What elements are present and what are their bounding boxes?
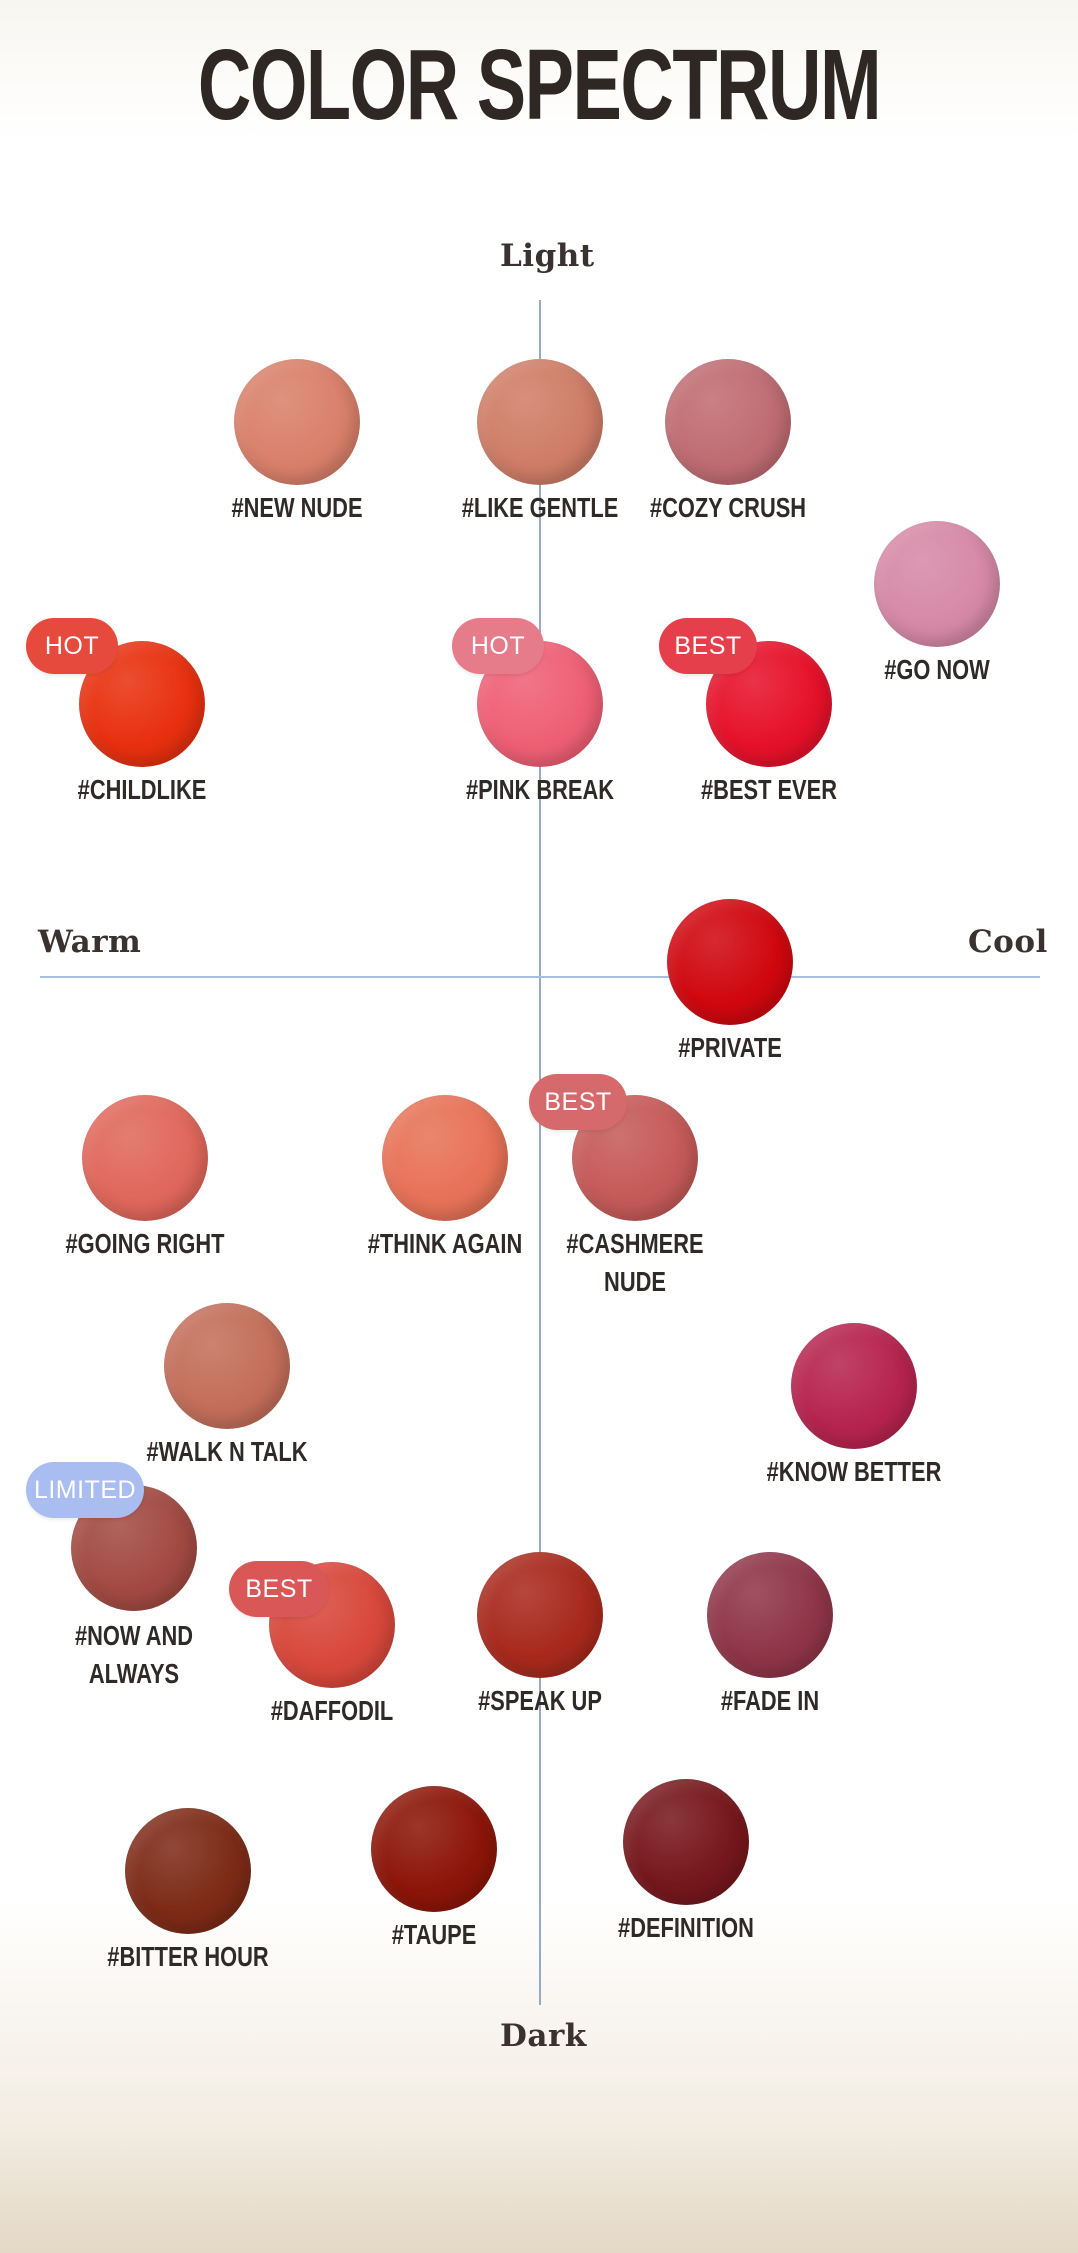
shade-swatch[interactable] xyxy=(667,899,793,1025)
shade-badge: HOT xyxy=(452,618,544,674)
shade-swatch[interactable] xyxy=(477,359,603,485)
horizontal-axis-line xyxy=(40,976,1040,978)
shade-swatch[interactable] xyxy=(371,1786,497,1912)
shade-badge: HOT xyxy=(26,618,118,674)
vertical-axis-line xyxy=(539,300,541,2005)
shade-swatch[interactable] xyxy=(477,1552,603,1678)
axis-label-cool: Cool xyxy=(968,924,1048,960)
axis-label-warm: Warm xyxy=(38,924,142,960)
shade-badge: BEST xyxy=(529,1074,627,1130)
shade-badge: BEST xyxy=(229,1561,329,1617)
shade-name: #TAUPE xyxy=(391,1919,477,1950)
shade-swatch[interactable] xyxy=(707,1552,833,1678)
shade-name: #BEST EVER xyxy=(701,774,837,805)
shade-name: #KNOW BETTER xyxy=(766,1456,942,1487)
shade-name: #FADE IN xyxy=(720,1685,820,1716)
axis-label-dark: Dark xyxy=(500,2018,587,2054)
axis-label-light: Light xyxy=(500,238,595,274)
shade-swatch[interactable] xyxy=(125,1808,251,1934)
shade-name: #LIKE GENTLE xyxy=(461,492,619,523)
shade-name: #THINK AGAIN xyxy=(367,1228,523,1259)
shade-name: #SPEAK UP xyxy=(478,1685,602,1716)
shade-name: #GOING RIGHT xyxy=(65,1228,225,1259)
shade-name: #NOW AND ALWAYS xyxy=(74,1620,194,1689)
shade-swatch[interactable] xyxy=(874,521,1000,647)
shade-name: #BITTER HOUR xyxy=(107,1941,269,1972)
shade-name: #CHILDLIKE xyxy=(77,774,207,805)
shade-swatch[interactable] xyxy=(382,1095,508,1221)
shade-swatch[interactable] xyxy=(572,1095,698,1221)
shade-swatch[interactable] xyxy=(164,1303,290,1429)
shade-name: #PRIVATE xyxy=(678,1032,782,1063)
shade-swatch[interactable] xyxy=(791,1323,917,1449)
page-title: COLOR SPECTRUM xyxy=(197,29,882,141)
shade-badge: LIMITED xyxy=(26,1462,144,1518)
shade-name: #CASHMERE NUDE xyxy=(566,1228,704,1297)
shade-swatch[interactable] xyxy=(82,1095,208,1221)
shade-name: #DAFFODIL xyxy=(270,1695,394,1726)
shade-name: #GO NOW xyxy=(884,654,990,685)
shade-name: #NEW NUDE xyxy=(231,492,363,523)
shade-badge: BEST xyxy=(659,618,757,674)
shade-swatch[interactable] xyxy=(234,359,360,485)
shade-name: #WALK N TALK xyxy=(146,1436,308,1467)
shade-swatch[interactable] xyxy=(665,359,791,485)
shade-name: #PINK BREAK xyxy=(465,774,615,805)
shade-swatch[interactable] xyxy=(623,1779,749,1905)
shade-name: #DEFINITION xyxy=(618,1912,754,1943)
shade-name: #COZY CRUSH xyxy=(649,492,807,523)
